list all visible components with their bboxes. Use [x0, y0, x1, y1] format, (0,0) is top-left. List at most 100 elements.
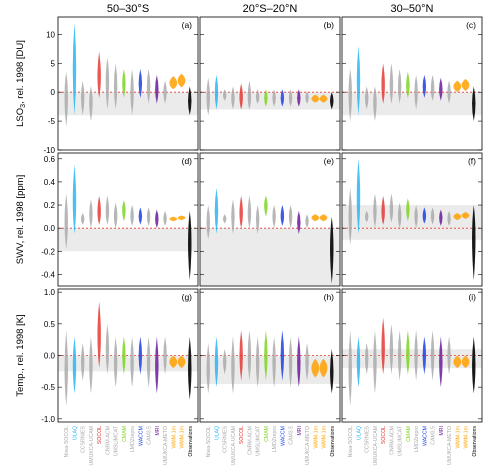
model-label: Observations	[188, 426, 194, 457]
violin-cnrm-acm	[389, 63, 394, 104]
violin-observations	[472, 86, 476, 122]
violin-observations	[472, 205, 476, 281]
violin-cmam	[264, 195, 268, 217]
model-label: Niwa-SOCOL	[348, 426, 354, 458]
violin-socol	[239, 195, 243, 229]
violin-waccm	[422, 74, 427, 98]
model-label: Niwa-SOCOL	[64, 426, 70, 458]
y-tick-label: 0.6	[44, 155, 56, 164]
model-label: CAM3.5	[289, 426, 295, 445]
violin-cam3-5	[430, 207, 435, 225]
panel-letter: (b)	[324, 20, 335, 30]
violin-ccsrnies	[222, 89, 227, 101]
violin-waccm	[138, 69, 143, 98]
violin-cmam	[264, 89, 268, 107]
row-label-main: LSO	[15, 108, 26, 127]
panel-frame	[199, 152, 341, 287]
violin-umukca-ucam	[89, 199, 93, 229]
violin-waccm	[280, 330, 285, 381]
y-tick-label: -10	[43, 146, 55, 155]
violin-ccsrnies	[222, 214, 227, 224]
violin-mri	[155, 74, 159, 104]
model-label: ULAQ	[72, 426, 78, 440]
model-label: WMM-1m	[180, 426, 186, 448]
violin-observations	[330, 216, 334, 284]
panel-frame	[199, 16, 341, 151]
violin-cam3-5	[430, 74, 435, 101]
violin-lmdzrepro	[414, 330, 418, 381]
violin-mri	[155, 336, 159, 394]
panel-frame	[57, 152, 199, 287]
model-label: LMDZrepro	[130, 426, 136, 452]
violin-ulaq	[72, 164, 77, 234]
violin-ccsrnies	[364, 210, 369, 223]
model-label: CCSRNIES	[81, 425, 87, 452]
violin-lmdzrepro	[414, 74, 418, 110]
model-label: CNRM-ACM	[247, 426, 253, 455]
violin-wmm-1m	[453, 80, 462, 93]
panel-f: (f)	[341, 152, 483, 287]
violin-niwa-socol	[206, 77, 210, 116]
violin-cam3-5	[288, 336, 293, 388]
y-tick-label: 0.0	[44, 352, 56, 361]
panel-plot-area	[58, 301, 198, 407]
model-label: LMDZrepro	[414, 426, 420, 452]
model-label: WMM-1m	[171, 426, 177, 448]
panel-plot-area	[58, 164, 198, 281]
violin-niwa-socol	[64, 193, 68, 249]
panel-plot-area	[342, 158, 482, 281]
observation-band	[58, 228, 198, 252]
violin-lmdzrepro	[272, 205, 276, 229]
violin-niwa-socol	[64, 330, 68, 407]
panel-frame	[341, 16, 483, 151]
violin-cmam	[122, 69, 126, 98]
model-label: MRI	[297, 426, 303, 436]
column-title: 50–30°S	[107, 3, 149, 15]
model-label: Niwa-SOCOL	[206, 426, 212, 458]
violin-wmm-1m	[319, 214, 328, 222]
violin-wmm-1m	[169, 216, 178, 222]
row-label: Temp., rel. 1998 [K]	[15, 314, 26, 396]
model-label: CCSRNIES	[223, 425, 229, 452]
violin-cmam	[406, 71, 410, 98]
violin-wmm-1m	[461, 78, 470, 92]
violin-umslimcat	[397, 330, 402, 381]
panel-c: (c)	[341, 16, 483, 151]
violin-umukca-meto	[163, 80, 167, 104]
violin-socol	[97, 51, 101, 98]
violin-cmam	[122, 200, 126, 222]
y-tick-label: 0	[51, 88, 56, 97]
violin-ulaq	[356, 45, 361, 116]
violin-umslimcat	[397, 202, 402, 229]
model-label: WACCM	[138, 426, 144, 446]
panel-plot-area	[342, 317, 482, 407]
violin-ulaq	[72, 22, 77, 116]
violin-socol	[381, 317, 385, 375]
violin-umukca-meto	[447, 336, 451, 375]
panel-d: (d) -0.4 -0.2 0.0 0.2 0.4 0.6	[41, 152, 199, 287]
violin-umukca-ucam	[231, 336, 235, 394]
violin-wmm-1m	[311, 94, 320, 103]
y-tick-label: 0.4	[44, 178, 56, 187]
violin-cam3-5	[288, 89, 293, 107]
violin-umukca-meto	[163, 210, 167, 226]
model-label: UMUKCA-UCAM	[231, 426, 237, 465]
violin-socol	[381, 63, 385, 104]
violin-umukca-meto	[305, 342, 309, 381]
panel-h: (h)	[199, 288, 341, 423]
violin-umukca-meto	[163, 336, 167, 375]
violin-waccm	[280, 89, 285, 107]
violin-niwa-socol	[348, 69, 352, 122]
violin-wmm-1m	[177, 215, 186, 221]
violin-cmam	[264, 330, 268, 381]
violin-cam3-5	[430, 330, 435, 381]
model-label: Observations	[330, 426, 336, 457]
model-label: CAM3.5	[431, 426, 437, 445]
model-label: CNRM-ACM	[389, 426, 395, 455]
row-label-sub: 3	[20, 104, 27, 108]
violin-wmm-1m	[169, 75, 178, 90]
model-label: MRI	[155, 426, 161, 436]
violin-socol	[97, 301, 101, 369]
violin-umukca-meto	[305, 91, 309, 104]
violin-cnrm-acm	[247, 330, 252, 381]
